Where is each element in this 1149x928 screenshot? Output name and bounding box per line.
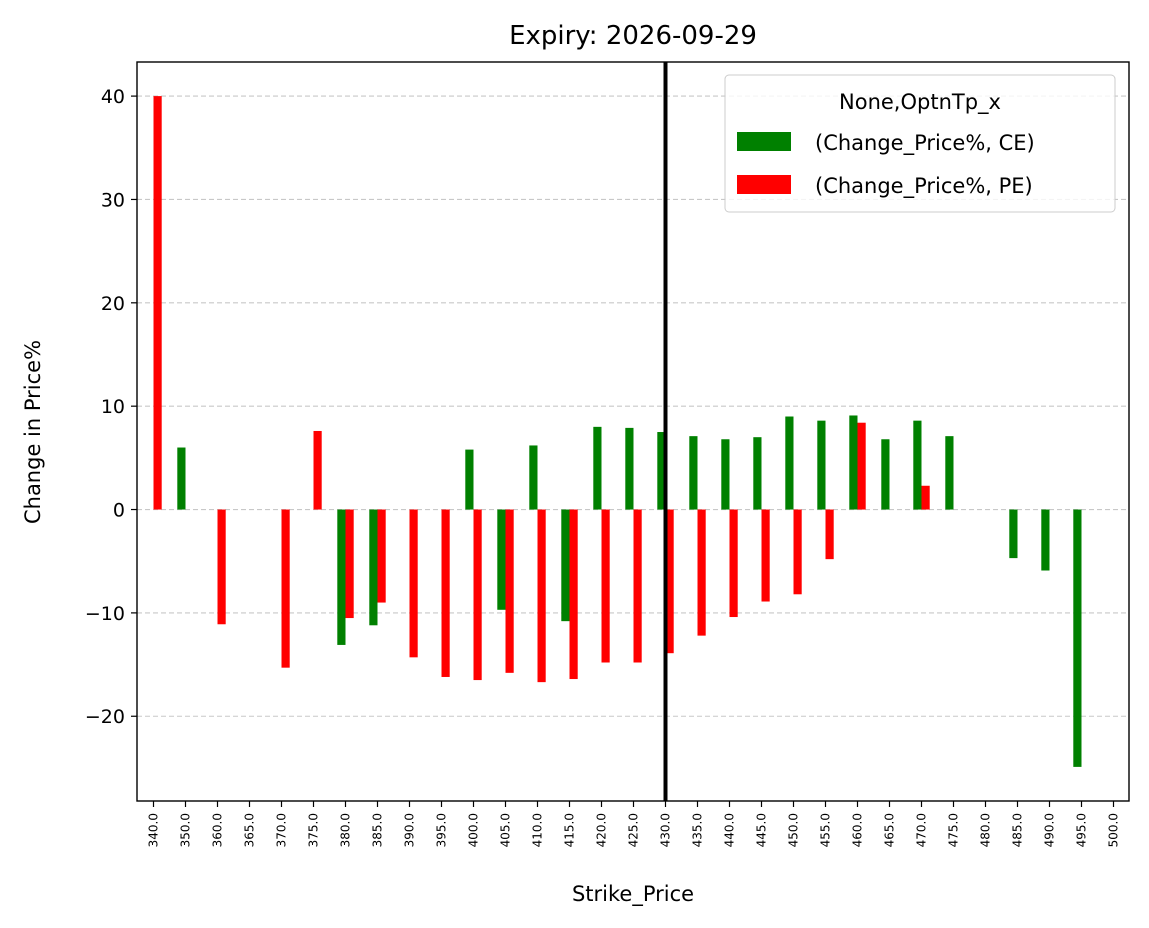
x-tick-label: 350.0 xyxy=(179,813,193,847)
legend-title: None,OptnTp_x xyxy=(839,90,1001,115)
x-tick-label: 500.0 xyxy=(1107,813,1121,847)
x-tick-label: 360.0 xyxy=(211,813,225,847)
bar-pe-405.0 xyxy=(505,509,514,673)
legend-label-ce: (Change_Price%, CE) xyxy=(815,131,1035,156)
bar-ce-485.0 xyxy=(1009,509,1018,559)
bar-ce-430.0 xyxy=(657,432,666,510)
x-tick-label: 490.0 xyxy=(1043,813,1057,847)
x-tick-label: 455.0 xyxy=(819,813,833,847)
x-tick-label: 365.0 xyxy=(243,813,257,847)
bar-ce-460.0 xyxy=(849,415,858,510)
x-tick-label: 480.0 xyxy=(979,813,993,847)
bar-pe-415.0 xyxy=(569,509,578,680)
x-tick-label: 450.0 xyxy=(787,813,801,847)
x-tick-label: 465.0 xyxy=(883,813,897,847)
y-tick-label: −20 xyxy=(85,706,125,728)
y-tick-label: 0 xyxy=(113,500,125,522)
x-tick-label: 380.0 xyxy=(339,813,353,847)
x-tick-label: 495.0 xyxy=(1075,813,1089,847)
bar-ce-475.0 xyxy=(945,436,954,510)
legend-label-pe: (Change_Price%, PE) xyxy=(815,174,1033,199)
bar-pe-450.0 xyxy=(793,509,802,595)
x-tick-label: 435.0 xyxy=(691,813,705,847)
bar-ce-490.0 xyxy=(1041,509,1050,571)
bar-ce-440.0 xyxy=(721,439,730,510)
x-axis-ticks: 340.0 350.0 360.0 365.0 370.0 375.0 380.0 385.0… xyxy=(147,801,1121,847)
y-tick-label: 10 xyxy=(101,396,125,418)
bar-ce-470.0 xyxy=(913,420,922,510)
bar-ce-420.0 xyxy=(593,426,602,510)
bar-ce-435.0 xyxy=(689,436,698,510)
chart-title: Expiry: 2026-09-29 xyxy=(509,21,757,51)
x-tick-label: 420.0 xyxy=(595,813,609,847)
x-tick-label: 475.0 xyxy=(947,813,961,847)
x-tick-label: 430.0 xyxy=(659,813,673,847)
y-tick-label: 30 xyxy=(101,189,125,211)
bar-ce-380.0 xyxy=(337,509,346,645)
bar-ce-400.0 xyxy=(465,449,474,510)
x-tick-label: 445.0 xyxy=(755,813,769,847)
x-tick-label: 460.0 xyxy=(851,813,865,847)
legend-swatch-ce xyxy=(737,132,791,151)
bars xyxy=(153,96,1082,767)
bar-pe-390.0 xyxy=(409,509,418,658)
y-tick-label: 40 xyxy=(101,86,125,108)
y-tick-label: −10 xyxy=(85,603,125,625)
y-axis-label: Change in Price% xyxy=(21,340,45,524)
bar-pe-445.0 xyxy=(761,509,770,602)
bar-ce-445.0 xyxy=(753,437,762,510)
x-tick-label: 385.0 xyxy=(371,813,385,847)
x-tick-label: 425.0 xyxy=(627,813,641,847)
bar-ce-350.0 xyxy=(177,447,186,510)
bar-ce-405.0 xyxy=(497,509,506,610)
bar-pe-420.0 xyxy=(601,509,610,663)
x-tick-label: 410.0 xyxy=(531,813,545,847)
bar-ce-410.0 xyxy=(529,445,538,510)
legend-box xyxy=(724,74,1116,213)
bar-pe-455.0 xyxy=(825,509,834,560)
bar-pe-470.0 xyxy=(921,485,930,510)
bar-pe-360.0 xyxy=(217,509,226,625)
bar-ce-455.0 xyxy=(817,420,826,510)
bar-ce-465.0 xyxy=(881,439,890,510)
bar-pe-425.0 xyxy=(633,509,642,663)
legend-swatch-pe xyxy=(737,175,791,194)
bar-pe-410.0 xyxy=(537,509,546,683)
x-tick-label: 375.0 xyxy=(307,813,321,847)
x-tick-label: 370.0 xyxy=(275,813,289,847)
bar-pe-340.0 xyxy=(153,96,162,510)
x-tick-label: 405.0 xyxy=(499,813,513,847)
legend: None,OptnTp_x (Change_Price%, CE) (Chang… xyxy=(724,74,1116,213)
y-tick-label: 20 xyxy=(101,293,125,315)
bar-pe-430.0 xyxy=(665,509,674,654)
x-tick-label: 400.0 xyxy=(467,813,481,847)
x-tick-label: 390.0 xyxy=(403,813,417,847)
bar-ce-425.0 xyxy=(625,427,634,510)
bar-ce-495.0 xyxy=(1073,509,1082,767)
bar-pe-370.0 xyxy=(281,509,290,668)
bar-ce-385.0 xyxy=(369,509,378,626)
x-tick-label: 485.0 xyxy=(1011,813,1025,847)
bar-pe-435.0 xyxy=(697,509,706,636)
bar-ce-415.0 xyxy=(561,509,570,622)
bar-pe-440.0 xyxy=(729,509,738,618)
x-tick-label: 440.0 xyxy=(723,813,737,847)
bar-pe-380.0 xyxy=(345,509,354,619)
x-tick-label: 470.0 xyxy=(915,813,929,847)
bar-pe-400.0 xyxy=(473,509,482,681)
bar-pe-375.0 xyxy=(313,430,322,510)
x-axis-label: Strike_Price xyxy=(572,882,694,907)
bar-pe-395.0 xyxy=(441,509,450,677)
x-tick-label: 395.0 xyxy=(435,813,449,847)
x-tick-label: 340.0 xyxy=(147,813,161,847)
bar-pe-385.0 xyxy=(377,509,386,603)
bar-ce-450.0 xyxy=(785,416,794,510)
x-tick-label: 415.0 xyxy=(563,813,577,847)
bar-pe-460.0 xyxy=(857,422,866,510)
y-axis-ticks: −20 −10 0 10 20 30 40 xyxy=(85,86,137,728)
